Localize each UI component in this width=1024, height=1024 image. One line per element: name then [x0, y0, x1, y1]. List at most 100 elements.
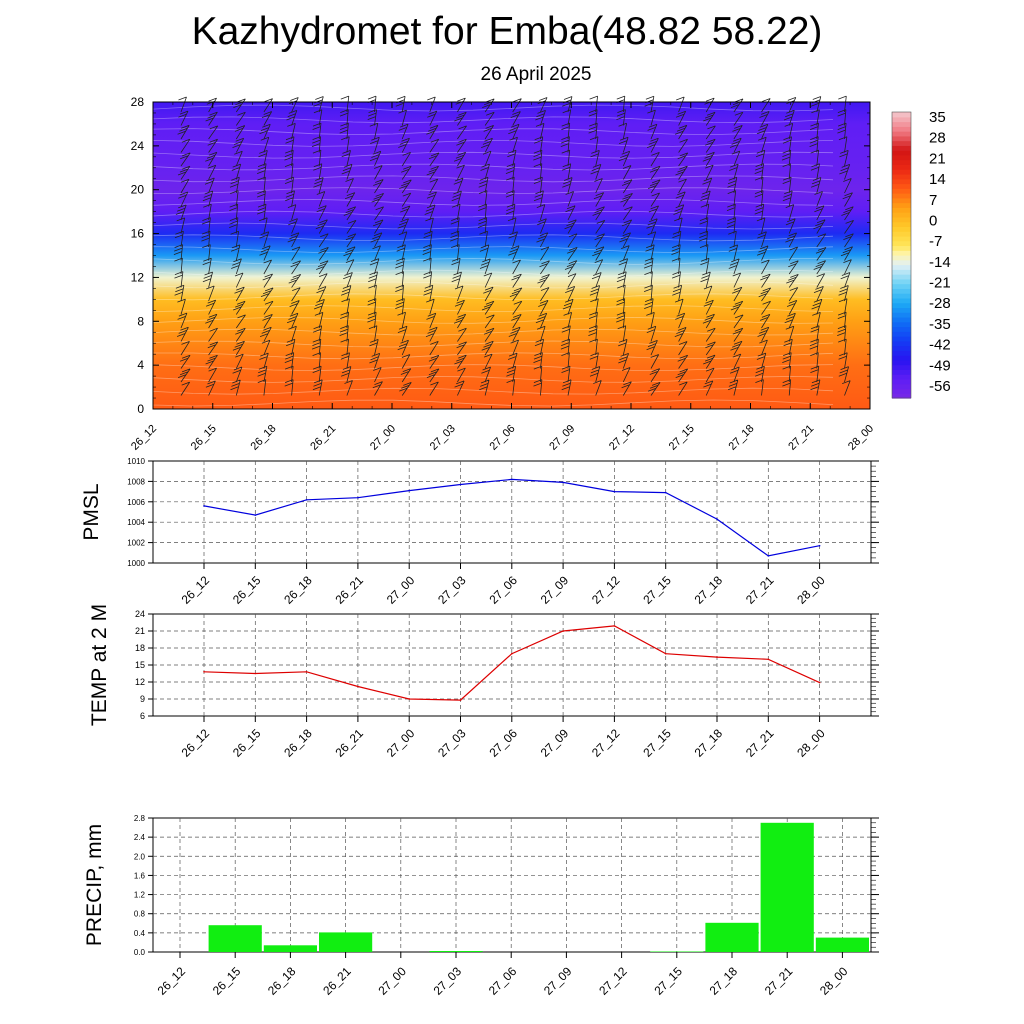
wind-barb: [202, 244, 211, 261]
y-tick-label: 28: [131, 95, 145, 109]
wind-barb: [260, 287, 274, 302]
wind-barb: [229, 176, 240, 194]
wind-barb: [536, 218, 547, 234]
wind-barb: [454, 354, 467, 369]
x-tick-label: 26_15: [210, 964, 244, 998]
wind-barb: [312, 365, 322, 383]
wind-barb: [426, 368, 440, 383]
wind-barb: [315, 219, 328, 234]
colorbar-segment: [892, 126, 911, 132]
wind-barb: [367, 311, 377, 329]
wind-barb: [595, 220, 606, 234]
wind-barb: [564, 260, 578, 275]
colorbar-label: -42: [929, 337, 951, 354]
colorbar-segment: [892, 383, 911, 390]
wind-barb: [705, 138, 716, 153]
data-point: [305, 671, 308, 673]
wind-barb: [782, 379, 792, 396]
contour-line: [152, 375, 834, 383]
y-tick-label: 2.8: [134, 814, 146, 823]
wind-barb: [427, 96, 436, 113]
colorbar-segment: [892, 297, 911, 304]
contour-line: [152, 128, 834, 136]
wind-barb: [313, 109, 323, 126]
wind-barb: [286, 110, 298, 126]
wind-barb: [676, 96, 685, 113]
pmsl-chart: 1000 1002 1004 1006 1008 1010 26_12 26_15 26_18 2…: [80, 457, 879, 607]
wind-barb: [457, 367, 466, 383]
wind-barb: [617, 325, 627, 342]
wind-barb: [368, 284, 377, 302]
wind-barb: [567, 273, 577, 288]
contour-line: [152, 175, 834, 183]
wind-barb: [510, 339, 519, 356]
wind-barb: [761, 300, 771, 315]
wind-barb: [288, 325, 297, 342]
wind-barb: [284, 176, 294, 194]
contour-line: [152, 234, 834, 242]
data-point: [357, 685, 359, 688]
y-tick-label: 16: [131, 227, 145, 241]
wind-barb: [284, 149, 294, 167]
y-tick-label: 12: [135, 677, 145, 687]
wind-barb: [312, 149, 322, 167]
wind-barb: [561, 149, 571, 167]
wind-barb: [756, 352, 767, 369]
y-tick-label: 24: [131, 139, 145, 153]
wind-barb: [457, 125, 467, 140]
wind-barb: [782, 365, 791, 383]
wind-barb: [180, 178, 190, 194]
x-tick-label: 27_21: [743, 573, 777, 607]
colorbar-segment: [892, 207, 911, 213]
colorbar-segment: [892, 154, 911, 161]
wind-barb: [562, 109, 572, 126]
wind-barb: [732, 272, 742, 288]
wind-barb: [423, 257, 432, 275]
x-tick-label: 27_18: [692, 726, 726, 760]
x-tick-label: 26_12: [179, 573, 213, 607]
wind-barb: [511, 314, 522, 329]
wind-barb: [588, 325, 598, 342]
wind-barb: [589, 352, 599, 369]
wind-barb: [761, 259, 770, 275]
y-axis-label: TEMP at 2 M: [88, 604, 111, 726]
wind-barb: [346, 220, 357, 234]
wind-barb: [644, 95, 655, 113]
y-tick-label: 8: [137, 314, 144, 328]
wind-barb: [678, 381, 688, 396]
wind-barb: [285, 338, 296, 356]
wind-barb: [284, 163, 294, 180]
wind-barb: [621, 179, 633, 194]
wind-barb: [837, 311, 847, 329]
wind-barb: [564, 219, 577, 234]
wind-barb: [616, 109, 626, 126]
wind-barb: [650, 152, 660, 167]
y-tick-label: 2.0: [134, 852, 146, 861]
y-tick-label: 1.6: [134, 871, 146, 880]
wind-barb: [674, 217, 683, 234]
wind-barb: [785, 218, 796, 234]
x-tick-label: 27_00: [384, 726, 418, 760]
wind-barb: [754, 365, 765, 383]
data-point: [716, 518, 718, 520]
wind-barb: [842, 380, 851, 396]
wind-barb: [702, 151, 715, 167]
wind-barb: [180, 381, 191, 396]
wind-barb: [370, 136, 380, 153]
wind-barb: [453, 313, 467, 329]
y-tick-label: 2.4: [134, 833, 146, 842]
bar: [650, 951, 704, 952]
wind-barb: [671, 257, 681, 275]
x-tick-label: 27_12: [596, 964, 630, 998]
y-tick-label: 12: [131, 270, 145, 284]
wind-barb: [616, 298, 626, 315]
wind-barb: [675, 124, 688, 140]
wind-barb: [621, 219, 633, 234]
x-tick-label: 27_06: [486, 964, 520, 998]
wind-barb: [733, 314, 744, 329]
wind-barb: [396, 244, 406, 261]
wind-barb: [533, 352, 543, 369]
wind-barb: [425, 326, 438, 342]
x-tick-label: 27_15: [640, 726, 674, 760]
